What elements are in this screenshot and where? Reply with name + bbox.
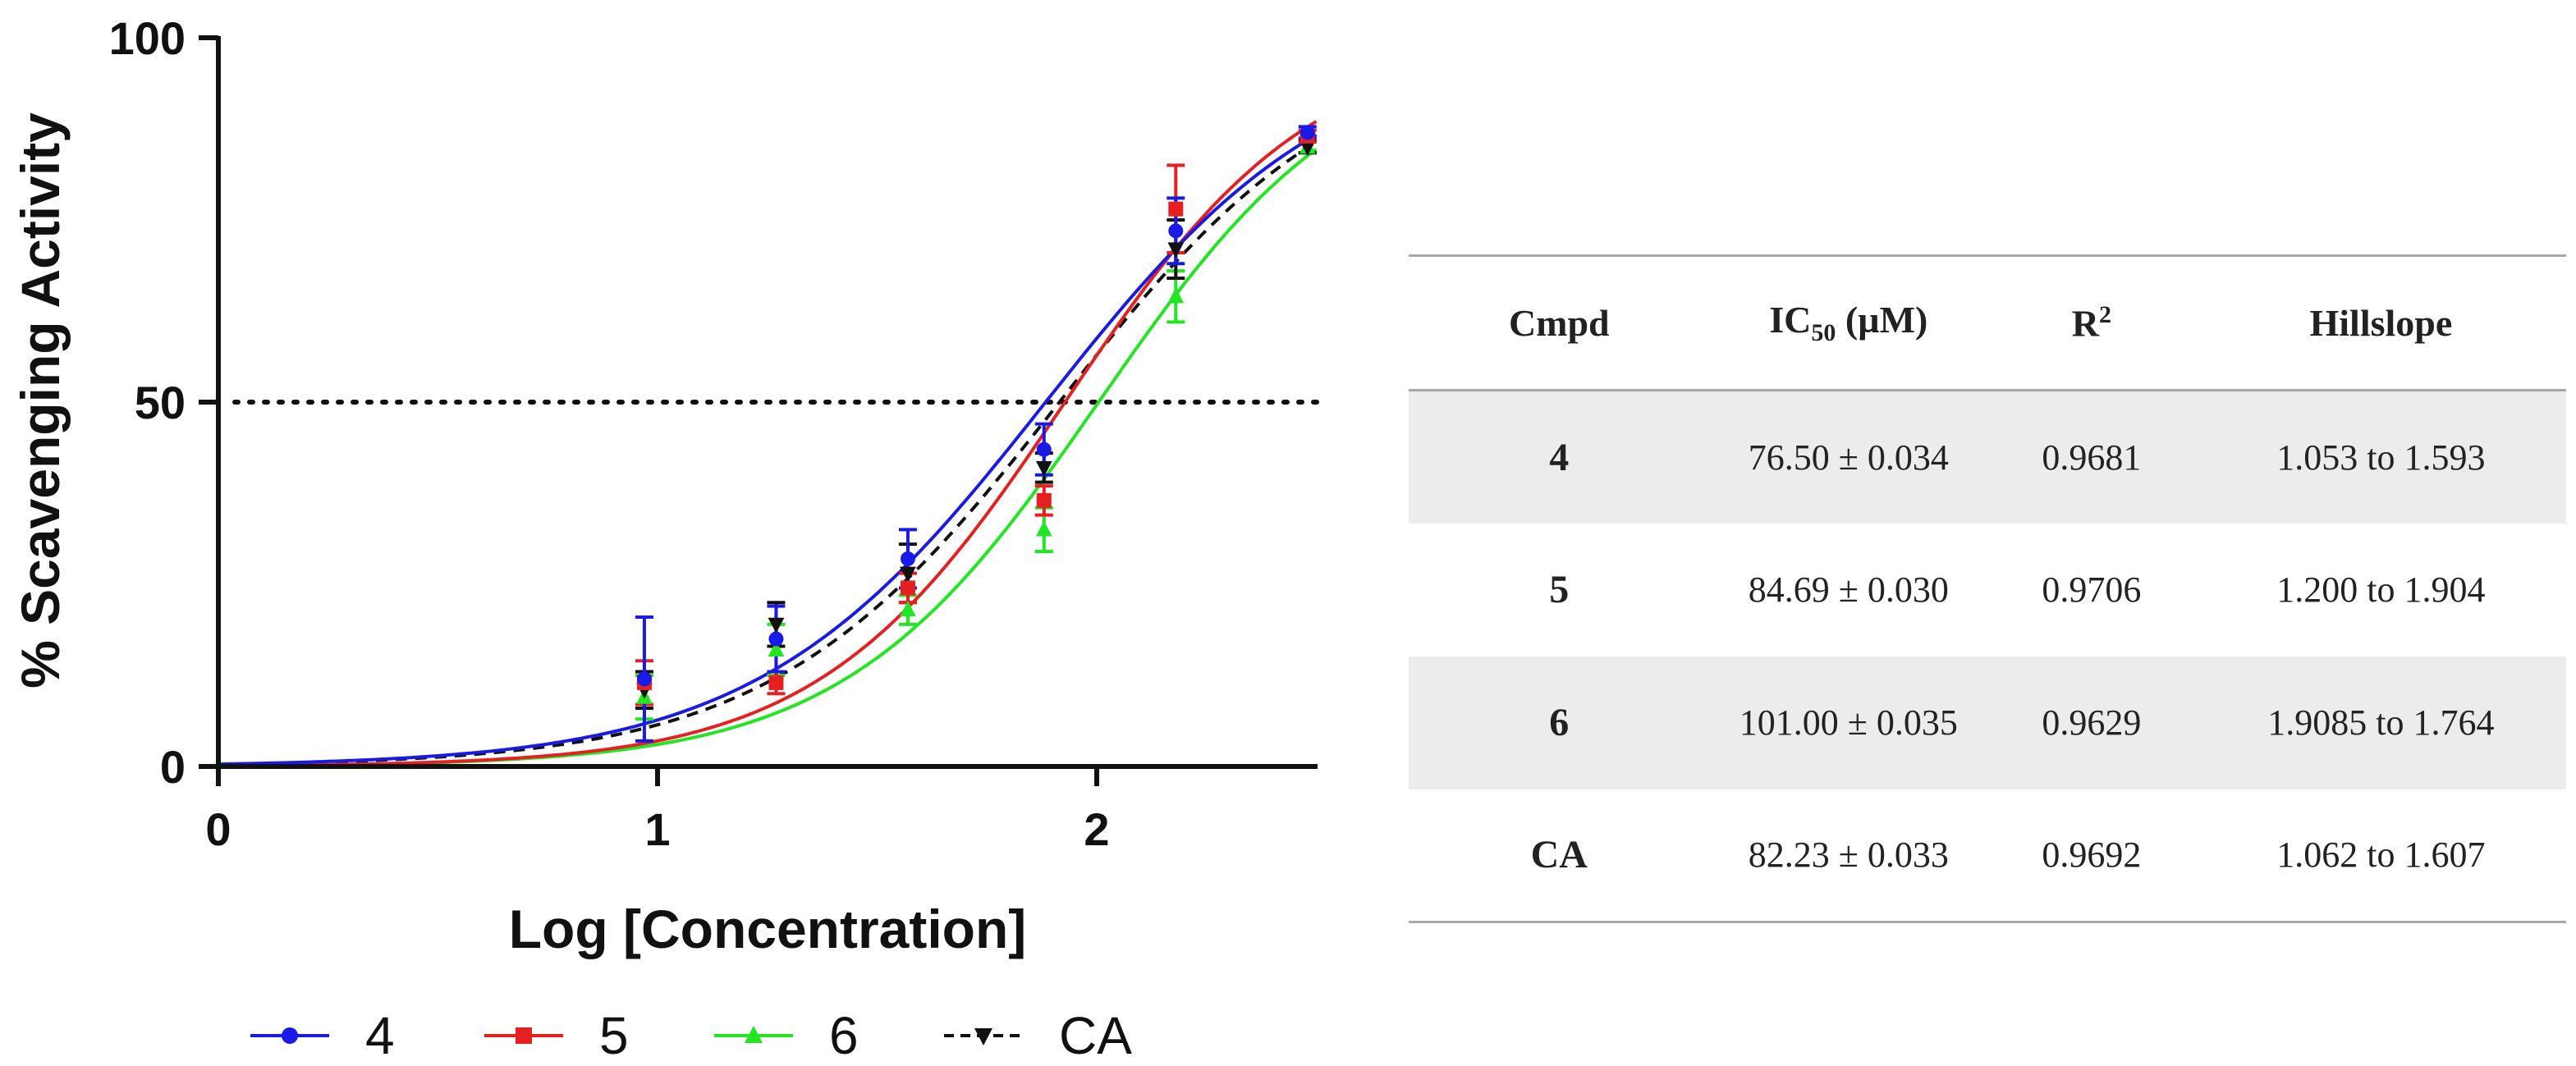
legend: 4 5 6 CA [250,1006,1132,1065]
data-point-4 [1168,223,1184,239]
cell-r2: 0.9681 [2042,437,2142,478]
cell-ic50: 101.00 ± 0.035 [1739,702,1958,743]
cell-ic50: 84.69 ± 0.030 [1748,570,1949,610]
header-ic50-main: IC [1769,299,1812,341]
fit-curve-4 [218,133,1318,766]
legend-label: 5 [599,1006,629,1065]
data-point-4 [636,671,652,687]
legend-item-6: 6 [714,1006,859,1065]
data-point-ca [900,566,916,583]
legend-item-4: 4 [250,1006,395,1065]
header-r2-sup: 2 [2099,300,2111,328]
legend-marker [974,1028,992,1045]
fit-curve-5 [218,120,1318,768]
cell-hillslope: 1.053 to 1.593 [2276,437,2486,478]
data-point-4 [1299,125,1315,140]
ic50-table: Cmpd IC50 (µM) R2 Hillslope 4 76.50 ± 0.… [1409,254,2566,923]
data-point-6 [900,601,916,617]
table-row: 5 84.69 ± 0.030 0.9706 1.200 to 1.904 [1409,524,2566,657]
legend-label: 4 [365,1006,395,1065]
cell-r2: 0.9692 [2042,835,2142,876]
data-point-6 [1167,287,1185,304]
data-point-ca [1035,460,1052,477]
header-r2: R2 [1987,256,2196,391]
table-row: 4 76.50 ± 0.034 0.9681 1.053 to 1.593 [1409,390,2566,524]
dose-response-chart: 0 1 2 0 50 100 Log [Concentration] % Scavengi… [10,12,1323,1065]
cell-ic50: 76.50 ± 0.034 [1748,437,1949,478]
x-tick-label: 1 [644,803,670,855]
header-ic50-unit: (µM) [1836,299,1928,341]
data-point-6 [1035,520,1052,537]
data-point-4 [1036,441,1052,457]
header-cmpd: Cmpd [1508,302,1610,344]
legend-marker [282,1027,298,1044]
cell-hillslope: 1.200 to 1.904 [2276,570,2486,610]
x-axis-title: Log [Concentration] [509,899,1027,959]
data-point-6 [768,641,785,657]
cell-ic50: 82.23 ± 0.033 [1748,835,1949,876]
data-point-ca [1167,242,1185,258]
legend-marker [745,1026,763,1043]
table-row: CA 82.23 ± 0.033 0.9692 1.062 to 1.607 [1409,789,2566,922]
data-point-5 [768,675,784,690]
data-point-ca [768,617,785,634]
cell-cmpd: 6 [1549,701,1570,744]
y-axis-title: % Scavenging Activity [10,112,71,689]
legend-label: CA [1059,1006,1132,1065]
legend-label: 6 [829,1006,859,1065]
cell-cmpd: CA [1530,833,1588,877]
cell-hillslope: 1.062 to 1.607 [2276,835,2486,876]
y-tick-label: 50 [135,377,186,428]
x-tick-label: 2 [1084,803,1109,855]
header-ic50: IC50 (µM) [1710,256,1987,391]
legend-item-ca: CA [944,1006,1132,1065]
table-row: 6 101.00 ± 0.035 0.9629 1.9085 to 1.764 [1409,656,2566,789]
table-header-row: Cmpd IC50 (µM) R2 Hillslope [1409,255,2566,391]
cell-cmpd: 5 [1549,568,1570,611]
y-tick-label: 100 [109,12,186,64]
header-ic50-sub: 50 [1811,319,1836,347]
legend-item-5: 5 [484,1006,629,1065]
header-r2-main: R [2071,302,2099,345]
data-point-5 [1036,492,1052,508]
data-point-4 [900,551,915,566]
cell-r2: 0.9629 [2042,702,2142,743]
data-point-5 [900,580,915,596]
header-hillslope: Hillslope [2309,302,2453,344]
data-point-4 [768,631,784,647]
data-point-5 [1168,201,1184,217]
data-point-ca [1299,140,1316,156]
x-tick-label: 0 [205,803,231,855]
cell-r2: 0.9706 [2042,570,2142,610]
cell-cmpd: 4 [1549,435,1570,479]
legend-marker [516,1027,532,1044]
cell-hillslope: 1.9085 to 1.764 [2267,702,2495,743]
y-tick-label: 0 [160,741,186,793]
